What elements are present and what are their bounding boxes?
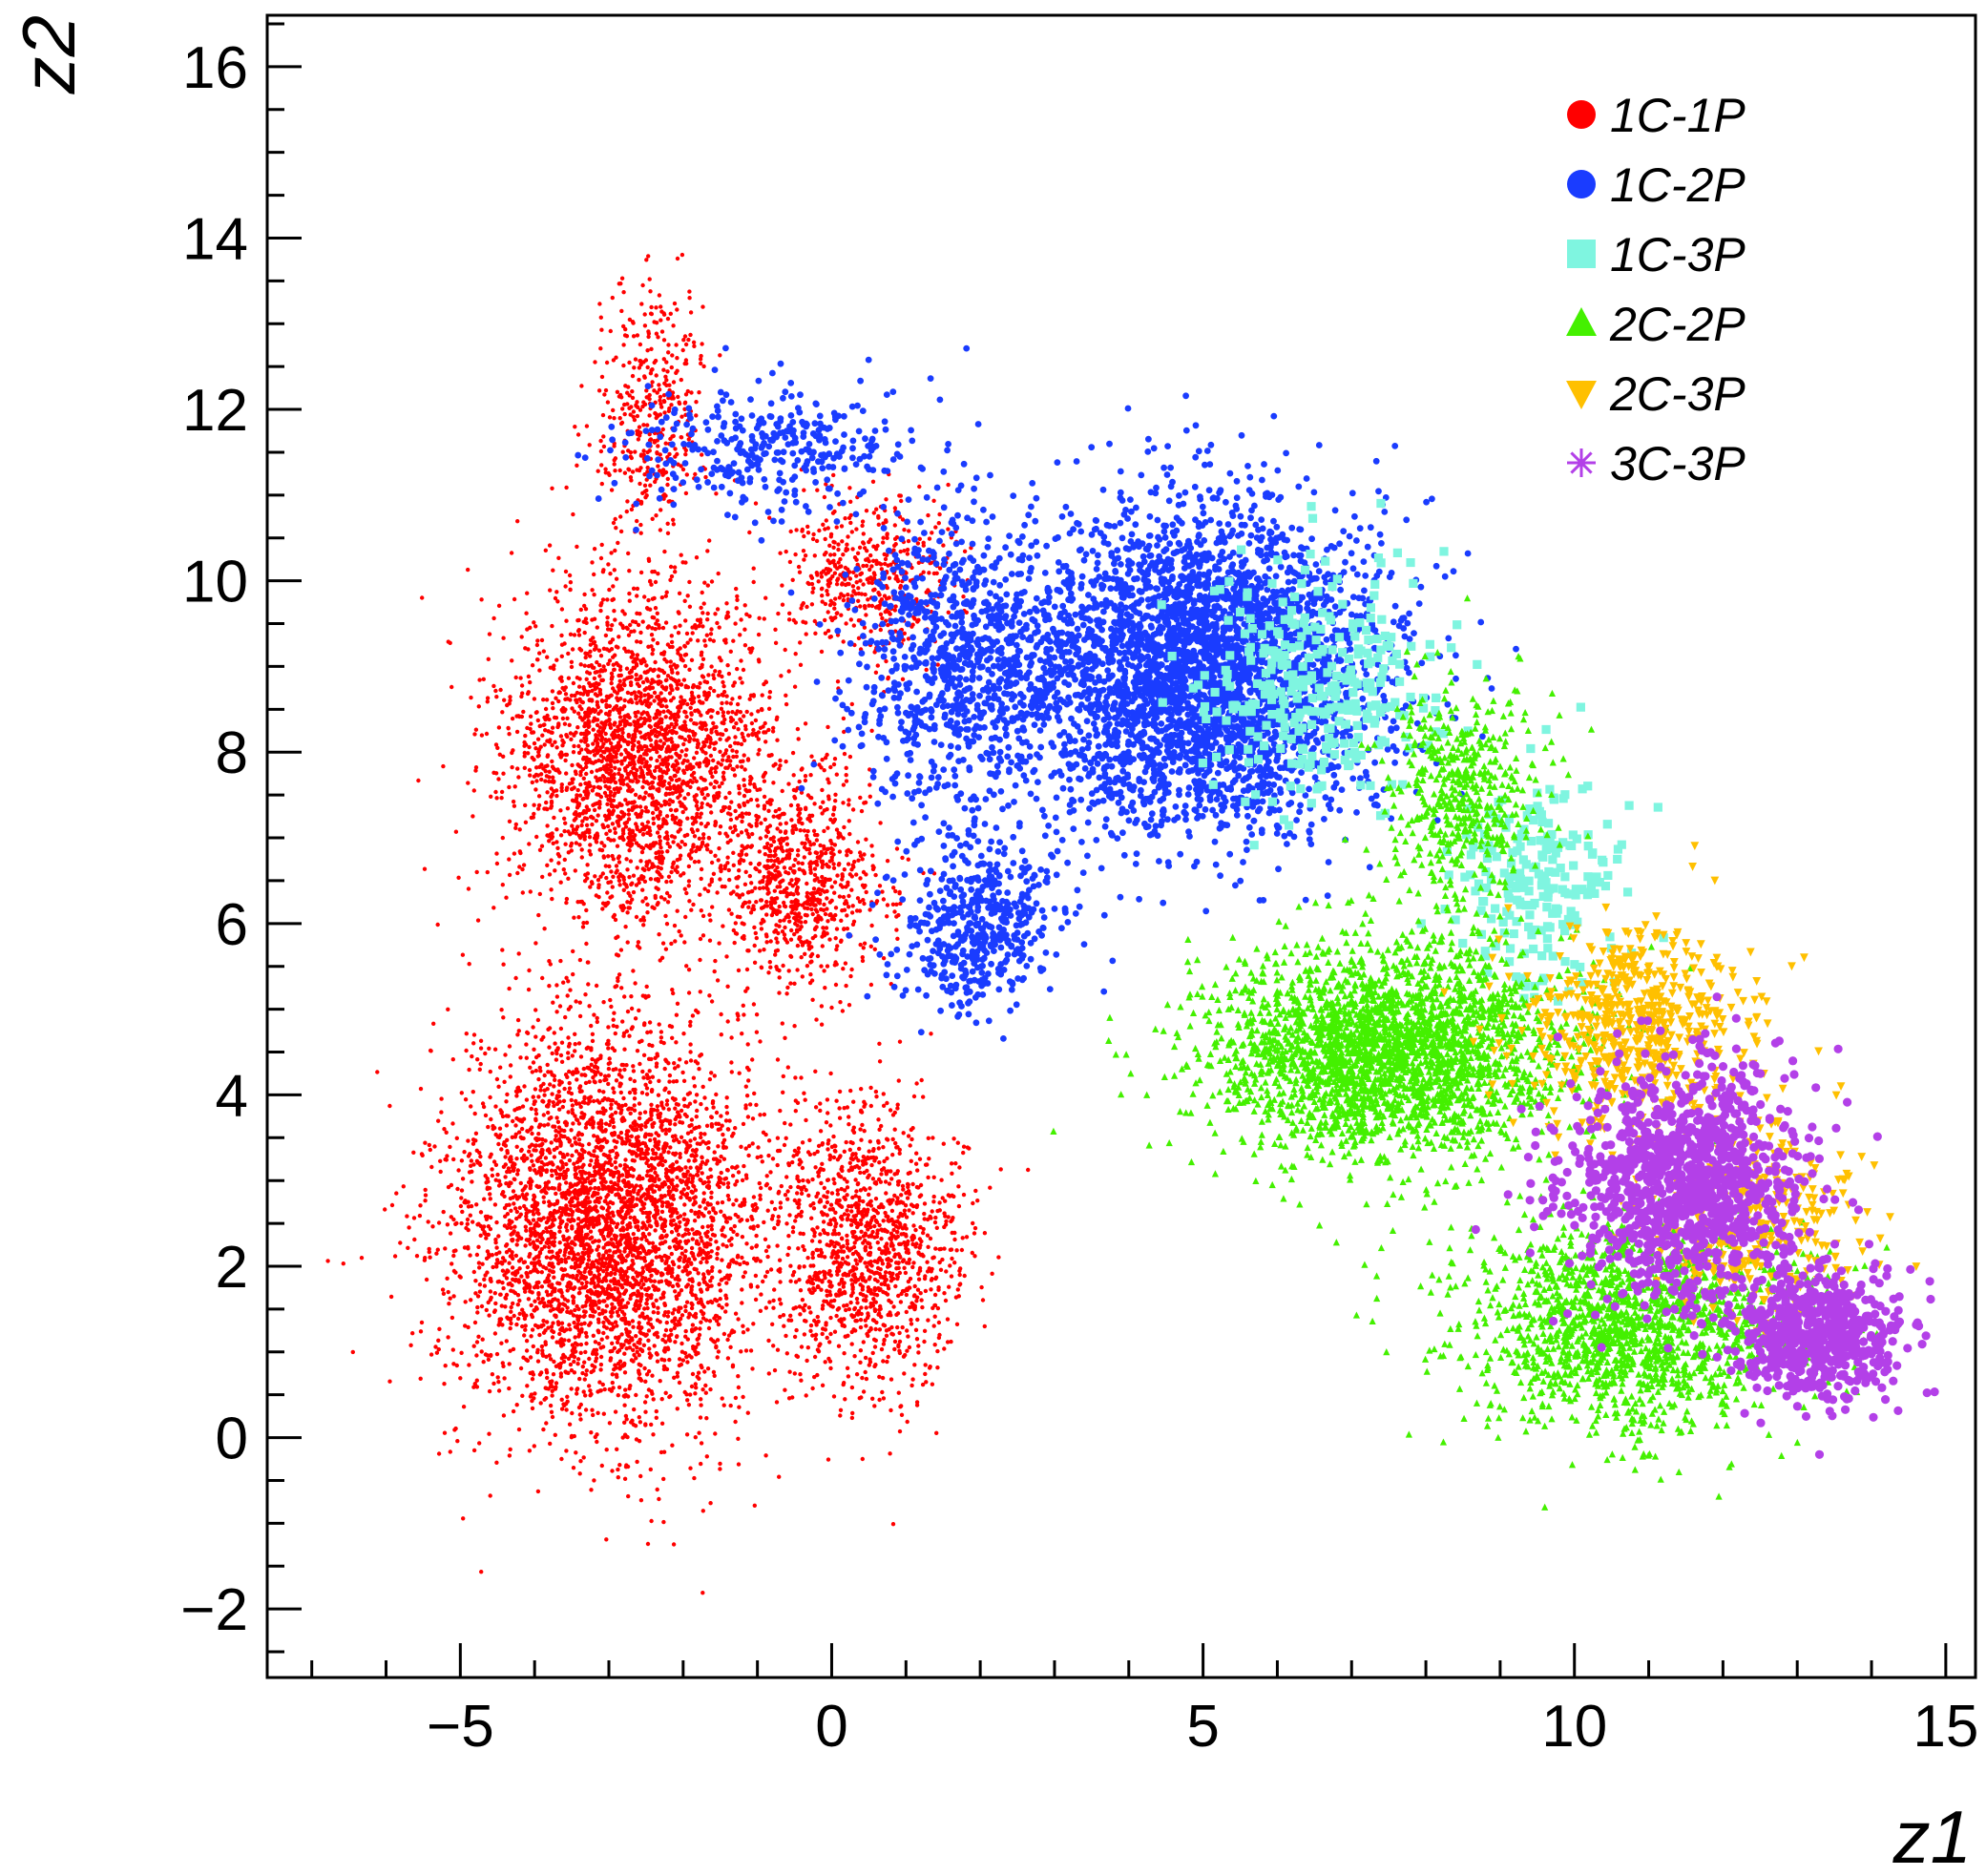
legend-label: 2C-2P (1609, 298, 1746, 351)
y-tick-label: 6 (216, 892, 248, 958)
x-axis-title: z1 (1892, 1795, 1972, 1876)
data-point-cloud (677, 724, 937, 1027)
data-point-cloud (1471, 992, 1882, 1359)
legend-label: 1C-1P (1610, 89, 1746, 142)
y-tick-label: 16 (182, 35, 248, 101)
data-point-cloud (905, 392, 1519, 919)
y-tick-label: 14 (182, 206, 248, 272)
data-point-cloud (1352, 1115, 1891, 1511)
legend-item: 1C-1P (1567, 89, 1746, 142)
legend-item: 2C-3P (1566, 367, 1746, 421)
x-tick-label: 0 (815, 1694, 847, 1760)
legend-label: 3C-3P (1610, 437, 1746, 490)
y-tick-label: 2 (216, 1235, 248, 1301)
axis-tick-labels: −5 0 5 10 15 −2 0 2 4 6 8 10 12 14 16 (180, 35, 1978, 1760)
y-tick-label: 4 (216, 1063, 248, 1129)
y-tick-label: −2 (180, 1577, 248, 1643)
legend-marker (1567, 448, 1596, 477)
series-2C-2P (1050, 594, 1891, 1511)
legend-label: 2C-3P (1609, 367, 1746, 421)
series-2C-3P (1440, 842, 1921, 1339)
legend-item: 2C-2P (1566, 298, 1746, 351)
data-point-cloud (1679, 1240, 1939, 1459)
points-layer (325, 252, 1939, 1595)
legend-item: 3C-3P (1567, 437, 1746, 490)
legend-marker (1566, 381, 1597, 409)
series-1C-1P (325, 252, 1031, 1595)
axis-ticks (267, 22, 1948, 1678)
legend-label: 1C-2P (1610, 158, 1746, 212)
data-point-cloud (575, 344, 982, 544)
y-tick-label: 12 (182, 378, 248, 444)
data-point-cloud (416, 478, 847, 1052)
series-1C-3P (1157, 498, 1668, 1006)
x-tick-label: 10 (1541, 1694, 1607, 1760)
legend-label: 1C-3P (1610, 228, 1746, 281)
data-point-cloud (325, 894, 913, 1595)
x-tick-label: 5 (1186, 1694, 1219, 1760)
legend-marker (1567, 100, 1596, 129)
x-tick-label: −5 (427, 1694, 494, 1760)
legend: 1C-1P 1C-2P 1C-3P 2C-2P 2C-3P 3C-3P (1566, 89, 1746, 490)
data-point-cloud (564, 252, 722, 596)
data-point-cloud (1416, 702, 1668, 1006)
data-point-cloud (1440, 842, 1823, 1163)
series-1C-2P (575, 344, 1519, 1042)
data-point-cloud (846, 796, 1117, 1042)
legend-marker (1567, 240, 1596, 268)
y-tick-label: 10 (182, 550, 248, 615)
legend-item: 1C-2P (1567, 158, 1746, 212)
legend-marker (1567, 170, 1596, 198)
data-point-cloud (700, 1024, 1031, 1527)
legend-marker (1566, 307, 1597, 336)
y-axis-title: z2 (7, 15, 91, 94)
plot-frame (265, 13, 1977, 1679)
data-point-cloud (1157, 498, 1482, 850)
y-tick-label: 8 (216, 720, 248, 786)
y-tick-label: 0 (216, 1407, 248, 1472)
series-3C-3P (1471, 992, 1939, 1459)
x-tick-label: 15 (1913, 1694, 1978, 1760)
data-point-cloud (1050, 867, 1721, 1268)
legend-item: 1C-3P (1567, 228, 1746, 281)
